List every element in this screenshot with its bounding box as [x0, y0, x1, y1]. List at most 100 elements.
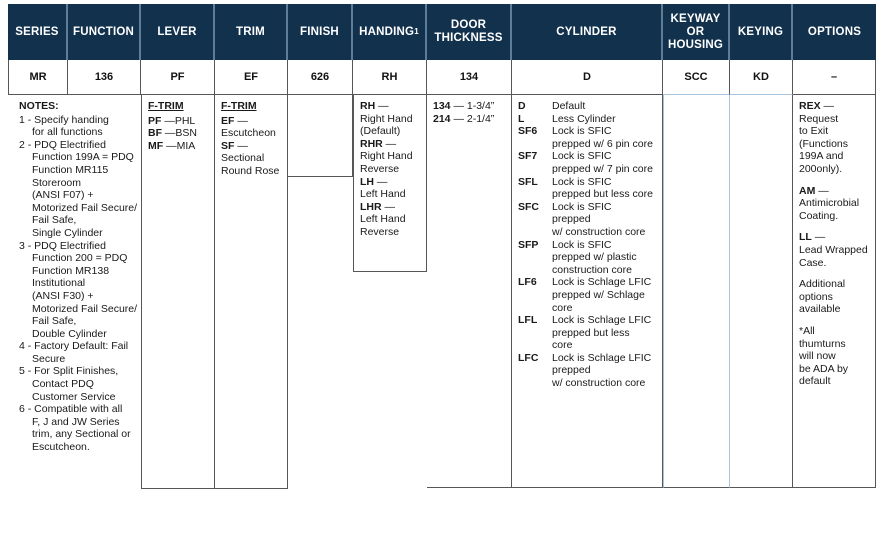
header-cylinder: CYLINDER — [512, 4, 663, 60]
option-head: LL — — [799, 231, 826, 244]
header-label: OPTIONS — [807, 25, 862, 38]
note-line: Escutcheon. — [32, 441, 90, 454]
cylinder-desc-line: prepped w/ Schlage — [552, 288, 645, 301]
header-function: FUNCTION — [68, 4, 141, 60]
cylinder-entry: SFP Lock is SFIC prepped w/ plastic constru… — [518, 239, 656, 277]
header-label: KEYWAY OR HOUSING — [667, 12, 724, 51]
value-handing[interactable]: RH — [353, 60, 427, 95]
trim-desc-line: Sectional — [221, 152, 265, 165]
cylinder-desc-line: Lock is SFIC — [552, 238, 612, 251]
cylinder-code: SFP — [518, 238, 539, 251]
note-line: Secure — [32, 352, 66, 365]
cylinder-desc-line: construction core — [552, 263, 632, 276]
options-entries: REX — Request to Exit (Functions 199A and 200… — [799, 100, 869, 388]
options-extra-line: Additional — [799, 278, 846, 291]
door-thickness-code: 214 — [433, 112, 451, 125]
note-line: trim, any Sectional or — [32, 428, 131, 441]
handing-entry: LH — — [360, 175, 388, 188]
option-head: AM — — [799, 184, 829, 197]
value-function[interactable]: 136 — [68, 60, 141, 95]
handing-code: LH — [360, 175, 374, 188]
note-line: (ANSI F07) + — [32, 189, 94, 202]
note-line: 2 - PDQ Electrified — [19, 138, 106, 151]
value-finish[interactable]: 626 — [288, 60, 353, 95]
note-line: 5 - For Split Finishes, — [19, 365, 119, 378]
handing-desc-line: Right Hand — [360, 112, 413, 125]
value-text: MR — [29, 71, 47, 83]
note-line: Institutional — [32, 277, 86, 290]
cylinder-desc-line: prepped — [552, 213, 591, 226]
header-keyway-or-housing: KEYWAY OR HOUSING — [663, 4, 730, 60]
cylinder-entry: D Default — [518, 100, 656, 113]
value-cylinder[interactable]: D — [512, 60, 663, 95]
header-door-thickness: DOOR THICKNESS — [427, 4, 512, 60]
value-options[interactable]: – — [793, 60, 876, 95]
cylinder-desc: Default — [552, 100, 656, 113]
cylinder-desc-line: prepped w/ plastic — [552, 251, 637, 264]
option-code: AM — [799, 184, 816, 197]
cylinder-desc-line: Lock is SFIC — [552, 125, 612, 138]
options-footnote: *All thumturns will now be ADA by default — [799, 325, 869, 388]
cylinder-entry: SFL Lock is SFIC prepped but less core — [518, 176, 656, 201]
door-thickness-column: 134 — 1-3/4” 214 — 2-1/4” — [427, 95, 512, 488]
cylinder-code: SFC — [518, 200, 539, 213]
options-extra-line: available — [799, 303, 841, 316]
door-thickness-entries: 134 — 1-3/4” 214 — 2-1/4” — [433, 100, 505, 125]
header-trim: TRIM — [215, 4, 288, 60]
option-desc-line: to Exit — [799, 125, 829, 138]
header-lever: LEVER — [141, 4, 215, 60]
value-lever[interactable]: PF — [141, 60, 215, 95]
cylinder-code: LFL — [518, 314, 538, 327]
cylinder-desc-line: Lock is SFIC — [552, 175, 612, 188]
options-footnote-line: be ADA by — [799, 362, 849, 375]
trim-entries: EF — Escutcheon SF — Sectional Round Rose — [221, 115, 281, 178]
header-label: DOOR THICKNESS — [434, 19, 503, 44]
note-line: Double Cylinder — [32, 327, 107, 340]
cylinder-code: L — [518, 112, 525, 125]
cylinder-desc-line: prepped w/ 6 pin core — [552, 137, 653, 150]
note-line: Fail Safe, — [32, 214, 77, 227]
value-keying[interactable]: KD — [730, 60, 793, 95]
cylinder-desc: Lock is SFIC prepped w/ plastic constructi… — [552, 239, 656, 277]
option-block: REX — Request to Exit (Functions 199A and 200… — [799, 100, 869, 185]
option-desc-line: 199A and — [799, 150, 844, 163]
option-head: REX — — [799, 100, 835, 112]
value-text: D — [583, 71, 591, 83]
note-line: Single Cylinder — [32, 226, 103, 239]
keying-column — [730, 95, 793, 488]
value-trim[interactable]: EF — [215, 60, 288, 95]
note-line: Motorized Fail Secure/ — [32, 201, 138, 214]
cylinder-desc-line: Less Cylinder — [552, 112, 616, 125]
value-text: 136 — [94, 71, 114, 83]
note-line: Contact PDQ — [32, 378, 94, 391]
finish-column — [288, 95, 353, 177]
header-label: FUNCTION — [72, 25, 134, 38]
cylinder-column: D Default L Less Cylinder SF6 Lock is SFIC pre… — [512, 95, 663, 488]
value-series[interactable]: MR — [8, 60, 68, 95]
handing-code: LHR — [360, 200, 382, 213]
lever-entries: PF —PHL BF —BSN MF —MIA — [148, 115, 208, 153]
value-keyway-or-housing[interactable]: SCC — [663, 60, 730, 95]
lever-entry: PF —PHL — [148, 114, 196, 127]
lever-code: PF — [148, 114, 162, 127]
handing-desc-line: Right Hand — [360, 150, 413, 163]
cylinder-entry: SFC Lock is SFIC prepped w/ construction co… — [518, 201, 656, 239]
lever-entry: BF —BSN — [148, 127, 198, 140]
option-desc-line: (Functions — [799, 137, 849, 150]
option-desc-line: Antimicrobial — [799, 197, 860, 210]
trim-code: EF — [221, 114, 235, 127]
header-label: CYLINDER — [556, 25, 617, 38]
value-door-thickness[interactable]: 134 — [427, 60, 512, 95]
note-line: 3 - PDQ Electrified — [19, 239, 106, 252]
option-block: AM — Antimicrobial Coating. — [799, 185, 869, 232]
cylinder-entry: L Less Cylinder — [518, 113, 656, 126]
value-text: 626 — [310, 71, 330, 83]
header-label: HANDING — [359, 25, 415, 38]
lever-heading: F-TRIM — [148, 100, 184, 112]
value-text: KD — [753, 71, 769, 83]
note-line: Function MR115 — [32, 163, 109, 176]
door-thickness-entry: 134 — 1-3/4” — [433, 100, 495, 112]
lever-entry: MF —MIA — [148, 139, 196, 152]
value-text: PF — [170, 71, 185, 83]
cylinder-desc: Lock is SFIC prepped w/ 6 pin core — [552, 125, 656, 150]
